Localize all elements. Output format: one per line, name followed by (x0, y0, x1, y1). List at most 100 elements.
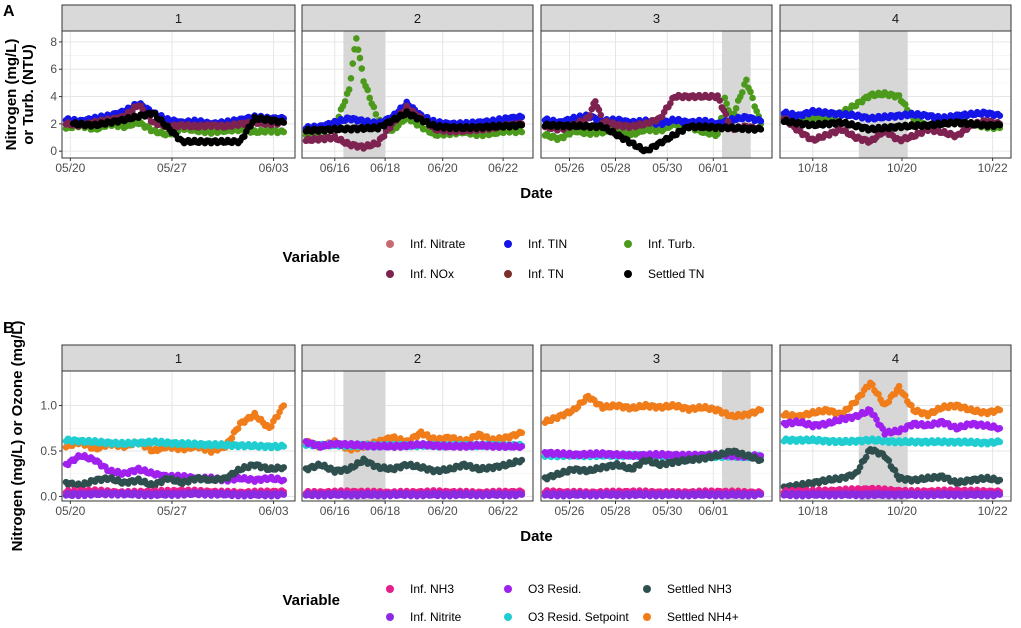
facet-strip-label: 2 (414, 11, 421, 26)
data-point (280, 128, 288, 136)
data-point (518, 128, 526, 136)
series-settled-nh3 (302, 455, 526, 476)
data-point (364, 86, 371, 94)
facet-strip-label: 3 (653, 11, 660, 26)
data-point (891, 466, 899, 474)
data-point (354, 46, 362, 54)
series-settled-tn (780, 116, 1004, 134)
data-point (885, 398, 893, 406)
panel-label: A (3, 3, 15, 20)
y-axis-title: or Turb. (NTU) (20, 44, 37, 145)
series-settled-nh4 (780, 379, 1004, 422)
data-point (856, 463, 864, 471)
panel-border (540, 370, 773, 502)
x-axis-title: Date (520, 185, 553, 202)
data-point (353, 35, 360, 42)
data-point (996, 438, 1004, 446)
y-tick-label: 8 (50, 35, 57, 49)
data-point (716, 97, 724, 104)
facet-strip (540, 4, 773, 32)
data-point (757, 406, 765, 414)
data-point (739, 89, 746, 96)
legend-key (504, 613, 512, 621)
x-tick-label: 10/20 (887, 504, 917, 518)
x-tick-label: 05/30 (652, 161, 682, 175)
data-point (280, 443, 288, 450)
data-point (714, 130, 721, 138)
data-point (280, 119, 288, 126)
legend-title: Variable (282, 249, 340, 266)
facet-strip-label: 4 (892, 351, 899, 366)
series-o3-resid-setpoint (780, 435, 1004, 448)
facet-strip (540, 344, 773, 372)
legend-key (386, 585, 394, 593)
legend-label: Inf. Nitrite (410, 610, 462, 624)
data-point (895, 382, 903, 390)
data-point (380, 132, 388, 140)
x-tick-label: 06/18 (370, 161, 400, 175)
series-layer (62, 402, 288, 500)
data-point (875, 390, 882, 398)
data-point (873, 416, 880, 423)
legend-key (386, 240, 394, 248)
data-point (341, 98, 349, 105)
data-point (757, 117, 765, 125)
legend-key (504, 270, 512, 278)
series-settled-nh3 (541, 447, 765, 483)
shaded-interval (721, 31, 751, 158)
legend-key (386, 270, 394, 278)
data-point (667, 99, 674, 107)
data-point (757, 126, 765, 133)
series-layer (62, 100, 288, 147)
data-point (370, 103, 378, 111)
shaded-interval (721, 371, 751, 501)
panel-border (540, 30, 773, 159)
facet-strip-label: 2 (414, 351, 421, 366)
y-tick-label: 0.5 (40, 444, 57, 458)
series-inf-nitrite (62, 488, 288, 500)
legend-item-inf-nitrate: Inf. Nitrate (386, 237, 466, 251)
series-settled-nh4 (541, 392, 765, 426)
data-point (597, 111, 605, 119)
data-point (895, 92, 903, 99)
data-point (358, 65, 366, 72)
series-settled-tn (541, 120, 765, 155)
data-point (747, 88, 754, 96)
facet-B-4: 4 10/18 10/20 10/22 (779, 344, 1012, 518)
facet-strip-label: 1 (175, 11, 182, 26)
panel-border (301, 370, 534, 502)
panel-border (61, 30, 296, 159)
x-tick-label: 10/18 (798, 504, 828, 518)
x-tick-label: 05/28 (600, 504, 630, 518)
y-axis-title: Nitrogen (mg/L) (3, 39, 20, 151)
y-tick-label: 0.0 (40, 489, 57, 503)
data-point (356, 54, 364, 62)
data-point (722, 110, 730, 118)
x-tick-label: 05/27 (157, 161, 187, 175)
x-tick-label: 05/30 (652, 504, 682, 518)
legend-label: Settled TN (648, 267, 704, 281)
data-point (518, 443, 526, 450)
data-point (743, 76, 750, 84)
data-point (595, 106, 603, 114)
data-point (228, 434, 236, 442)
legend-key (643, 585, 651, 593)
shaded-interval (343, 371, 386, 501)
legend: Variable Inf. Nitrate Inf. TIN Inf. Turb. In… (282, 237, 704, 281)
data-point (721, 94, 729, 102)
legend-title: Variable (282, 592, 340, 609)
data-point (996, 121, 1004, 129)
data-point (996, 112, 1004, 119)
x-tick-label: 10/20 (887, 161, 917, 175)
legend-label: Inf. NH3 (410, 582, 454, 596)
data-point (996, 406, 1004, 414)
legend-key (504, 240, 512, 248)
legend-item-inf-nitrite: Inf. Nitrite (386, 610, 462, 624)
x-tick-label: 06/20 (428, 504, 458, 518)
legend-label: Settled NH4+ (667, 610, 739, 624)
data-point (280, 476, 288, 484)
x-tick-label: 06/03 (259, 504, 289, 518)
data-point (518, 113, 526, 121)
